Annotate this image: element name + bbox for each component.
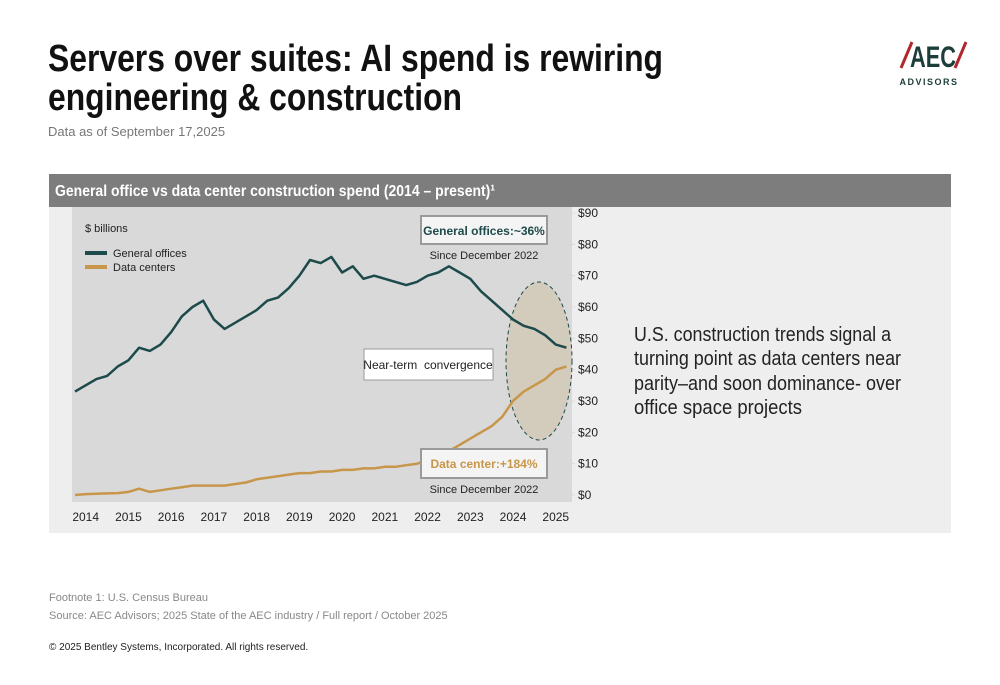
x-tick-label: 2020 — [329, 510, 356, 524]
side-text: U.S. construction trends signal a — [634, 324, 892, 346]
y-tick-label: $90 — [578, 206, 598, 220]
source: Source: AEC Advisors; 2025 State of the … — [49, 610, 448, 622]
title: engineering & construction — [48, 77, 462, 119]
annotation-note: Since December 2022 — [430, 250, 539, 262]
y-tick-label: $10 — [578, 457, 598, 471]
y-tick-label: $40 — [578, 363, 598, 377]
annotation: General offices:~36% — [423, 224, 545, 238]
convergence-ellipse — [505, 281, 573, 441]
annotation-note: Since December 2022 — [430, 484, 539, 496]
logo-slash — [899, 41, 914, 69]
unit-label: $ billions — [85, 223, 128, 235]
logo-sub: ADVISORS — [899, 77, 958, 87]
y-tick-label: $20 — [578, 425, 598, 439]
x-tick-label: 2025 — [542, 510, 569, 524]
chart-header — [49, 174, 951, 207]
footnote: Footnote 1: U.S. Census Bureau — [49, 592, 208, 604]
y-tick-label: $30 — [578, 394, 598, 408]
chart-title: General office vs data center constructi… — [55, 183, 495, 200]
subtitle: Data as of September 17,2025 — [48, 124, 225, 139]
x-tick-label: 2024 — [500, 510, 527, 524]
logo-name: AEC — [910, 41, 956, 74]
copyright: © 2025 Bentley Systems, Incorporated. Al… — [49, 642, 308, 653]
title: Servers over suites: AI spend is rewirin… — [48, 38, 663, 80]
x-tick-label: 2014 — [72, 510, 99, 524]
annotation: Near-term convergence — [363, 358, 493, 372]
annotation-box — [363, 348, 494, 381]
side-text: turning point as data centers near — [634, 348, 901, 370]
x-tick-label: 2016 — [158, 510, 185, 524]
y-tick-label: $60 — [578, 300, 598, 314]
x-tick-label: 2023 — [457, 510, 484, 524]
annotation-box — [420, 448, 548, 479]
x-tick-label: 2021 — [371, 510, 398, 524]
annotation-box — [420, 215, 548, 245]
y-tick-label: $70 — [578, 269, 598, 283]
series-line — [74, 255, 567, 393]
x-tick-label: 2019 — [286, 510, 313, 524]
y-tick-label: $0 — [578, 488, 592, 502]
x-tick-label: 2018 — [243, 510, 270, 524]
side-text: parity–and soon dominance- over — [634, 373, 901, 395]
y-tick-label: $80 — [578, 237, 598, 251]
side-text: office space projects — [634, 397, 802, 419]
x-tick-label: 2017 — [201, 510, 228, 524]
y-tick-label: $50 — [578, 331, 598, 345]
legend-label: Data centers — [113, 262, 176, 274]
logo-slash — [953, 41, 968, 69]
legend-label: General offices — [113, 248, 187, 260]
x-tick-label: 2015 — [115, 510, 142, 524]
x-tick-label: 2022 — [414, 510, 441, 524]
annotation: Data center:+184% — [430, 457, 537, 471]
series-line — [74, 365, 567, 497]
